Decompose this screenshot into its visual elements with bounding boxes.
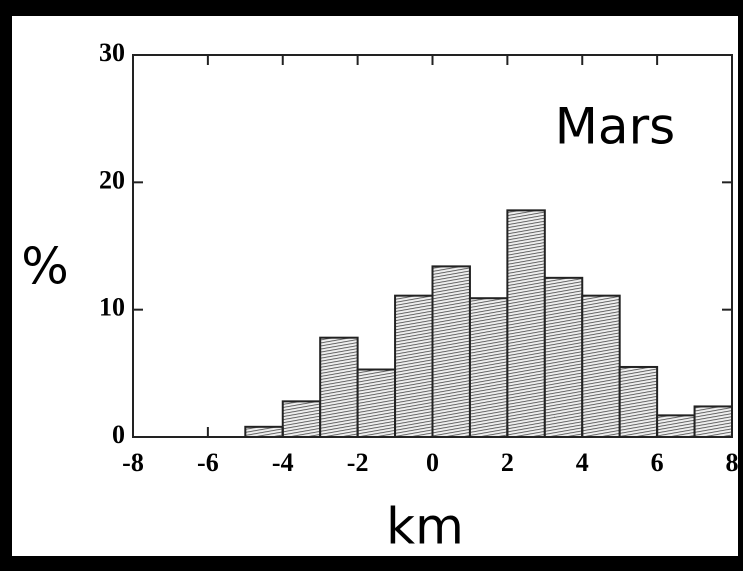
y-tick-label: 20 (99, 165, 125, 194)
x-axis-label: km (386, 498, 464, 556)
y-axis-label: % (21, 238, 69, 296)
bar (395, 296, 432, 437)
bar (283, 401, 320, 437)
x-tick-label: 8 (726, 448, 739, 477)
annotation: Mars (555, 98, 675, 156)
x-tick-label: 0 (426, 448, 439, 477)
y-tick-label: 30 (99, 38, 125, 67)
x-tick-label: 6 (651, 448, 664, 477)
bar (320, 338, 357, 437)
x-tick-label: -6 (197, 448, 219, 477)
x-tick-label: -2 (347, 448, 369, 477)
chart: % km Mars 0 10 20 30 -8 -6 -4 -2 0 2 4 6 8 (0, 0, 743, 571)
bar (470, 298, 507, 437)
x-tick-label: 2 (501, 448, 514, 477)
bar (245, 427, 282, 437)
x-tick-label: -4 (272, 448, 294, 477)
y-tick-label: 0 (112, 420, 125, 449)
x-tick-label: 4 (576, 448, 589, 477)
bar (620, 367, 657, 437)
bar (695, 406, 732, 437)
bar (507, 210, 544, 437)
y-tick-label: 10 (99, 293, 125, 322)
bar (545, 278, 582, 437)
x-tick-label: -8 (122, 448, 144, 477)
bar (433, 266, 470, 437)
bar (582, 296, 619, 437)
bar (358, 370, 395, 437)
bar (657, 415, 694, 437)
page: {"chart_data": {"type": "histogram", "bi… (0, 0, 743, 571)
